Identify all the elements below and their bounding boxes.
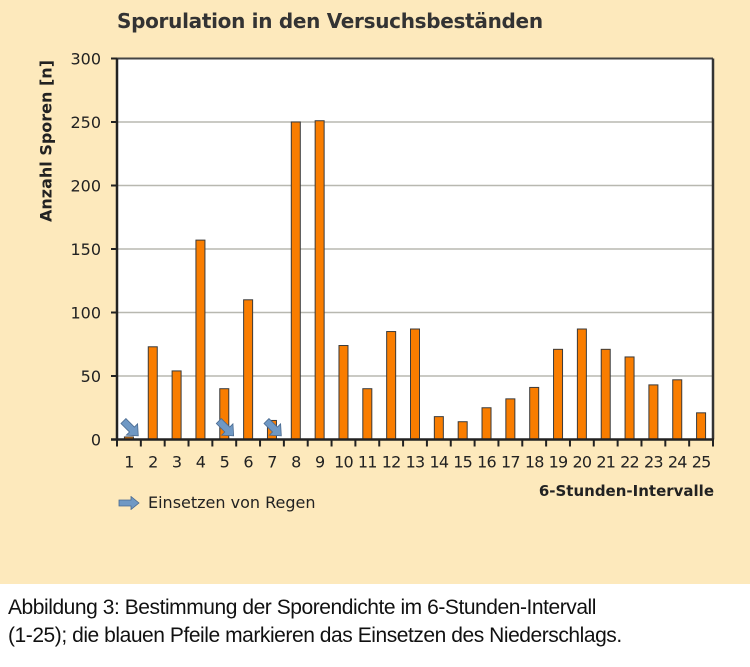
caption-line-2: (1-25); die blauen Pfeile markieren das …: [8, 624, 622, 647]
x-tick-label: 18: [525, 453, 544, 472]
bar: [553, 348, 564, 440]
bar: [433, 416, 444, 441]
bar: [243, 299, 254, 440]
y-tick-label: 0: [91, 431, 101, 450]
x-tick-label: 14: [429, 453, 448, 472]
x-tick-label: 20: [572, 453, 591, 472]
x-tick-label: 25: [692, 453, 711, 472]
rain-arrow-icon: [263, 417, 282, 437]
x-tick-label: 15: [453, 453, 472, 472]
x-tick-label: 3: [172, 453, 181, 472]
x-tick-label: 23: [644, 453, 663, 472]
x-tick-label: 21: [596, 453, 615, 472]
bar: [648, 384, 659, 441]
legend: Einsetzen von Regen: [118, 493, 315, 512]
y-tick-label: 300: [70, 50, 101, 69]
x-tick-label: 8: [291, 453, 301, 472]
rain-arrow-icon: [215, 417, 235, 437]
y-tick-label: 50: [81, 367, 101, 386]
bar: [147, 346, 158, 441]
x-tick-label: 22: [620, 453, 639, 472]
bar: [290, 121, 301, 440]
caption-line-1: Abbildung 3: Bestimmung der Sporendichte…: [8, 596, 596, 619]
bar: [457, 421, 468, 441]
x-tick-label: 11: [358, 453, 377, 472]
x-tick-label: 2: [148, 453, 157, 472]
x-tick-label: 7: [267, 453, 276, 472]
x-tick-label: 17: [501, 453, 520, 472]
figure-caption: Abbildung 3: Bestimmung der Sporendichte…: [8, 594, 748, 650]
y-tick-label: 250: [70, 113, 101, 132]
bar: [529, 386, 540, 440]
x-tick-label: 5: [220, 453, 229, 472]
x-tick-label: 9: [315, 453, 325, 472]
bar: [600, 348, 611, 440]
x-tick-label: 16: [477, 453, 496, 472]
x-tick-label: 10: [334, 453, 353, 472]
bar: [362, 388, 373, 441]
y-tick-label: 100: [70, 304, 101, 323]
x-tick-label: 24: [668, 453, 687, 472]
blue-arrow-icon: [118, 495, 140, 510]
bar: [696, 412, 707, 440]
bar: [505, 398, 516, 440]
bar: [410, 328, 420, 441]
x-axis-label: 6-Stunden-Intervalle: [538, 482, 714, 500]
x-tick-label: 12: [382, 453, 401, 472]
bar: [576, 328, 587, 441]
y-tick-label: 200: [70, 177, 101, 196]
bar: [314, 120, 325, 440]
legend-label: Einsetzen von Regen: [148, 493, 316, 512]
bar: [338, 345, 349, 440]
x-tick-label: 4: [196, 453, 206, 472]
bar: [481, 407, 492, 440]
x-tick-label: 6: [243, 453, 253, 472]
bar: [672, 379, 683, 440]
rain-arrow-icon: [120, 417, 139, 437]
x-tick-label: 13: [406, 453, 425, 472]
bar: [386, 331, 397, 440]
x-tick-label: 1: [124, 453, 133, 472]
x-tick-label: 19: [549, 453, 568, 472]
bar: [171, 370, 182, 441]
chart-title: Sporulation in den Versuchsbeständen: [117, 9, 543, 33]
y-tick-label: 150: [70, 240, 101, 259]
bar: [624, 356, 635, 441]
bar: [195, 239, 206, 440]
